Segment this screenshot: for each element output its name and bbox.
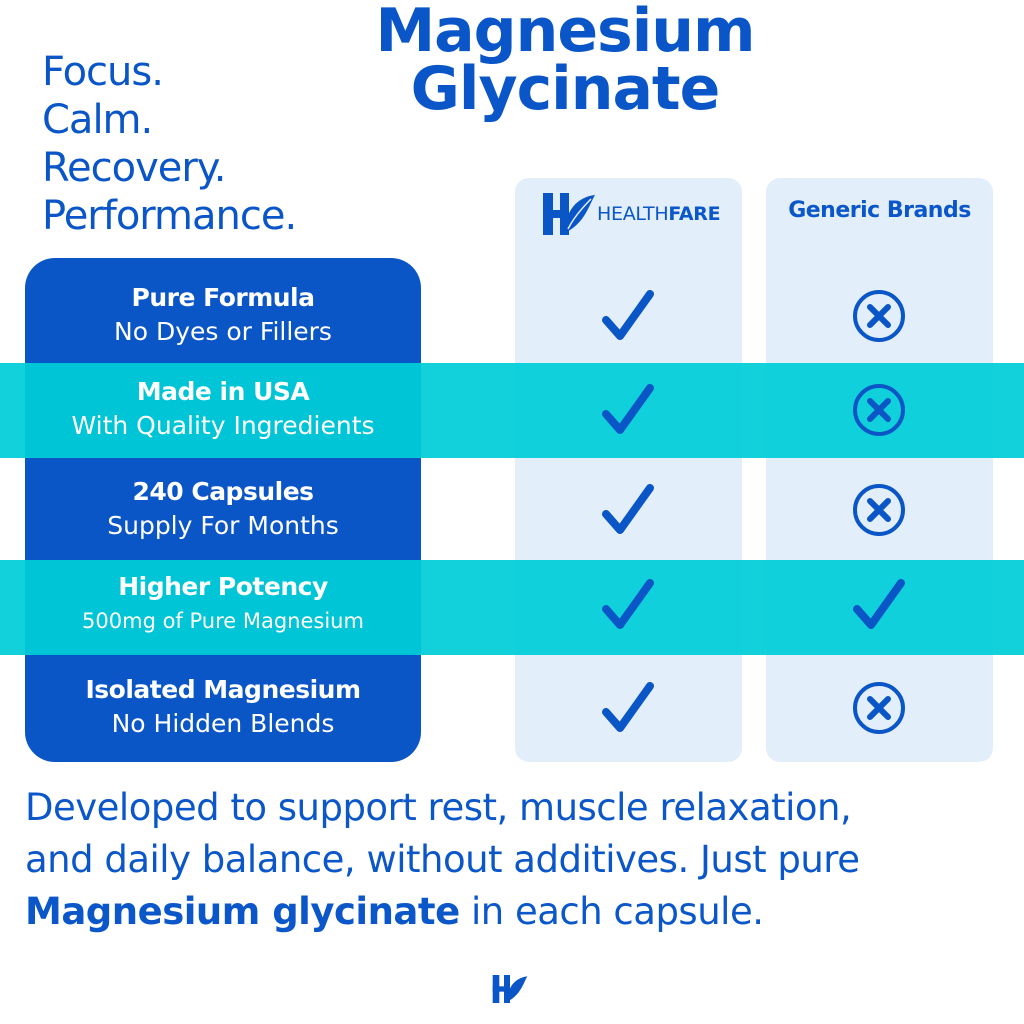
tagline-line: Performance.: [42, 193, 297, 239]
description: Developed to support rest, muscle relaxa…: [25, 782, 1005, 938]
feature-title: Isolated Magnesium: [85, 675, 362, 704]
check-icon: [598, 480, 658, 544]
generic-column: [766, 178, 993, 762]
page-title: Magnesium Glycinate: [330, 0, 800, 124]
tagline-line: Calm.: [42, 97, 153, 143]
feature-title: Made in USA: [136, 377, 310, 406]
healthfare-leaf-icon: [543, 193, 595, 235]
x-circle-icon: [849, 480, 909, 544]
description-line: Magnesium glycinate in each capsule.: [25, 886, 1005, 938]
feature-label: 240 Capsules Supply For Months: [25, 475, 421, 543]
title-line: Magnesium: [375, 0, 755, 66]
feature-subtitle: No Hidden Blends: [111, 709, 335, 738]
feature-label: Pure Formula No Dyes or Fillers: [25, 281, 421, 349]
description-bold: Magnesium glycinate: [25, 890, 460, 933]
features-box: [25, 258, 421, 762]
healthfare-leaf-icon: [492, 975, 528, 1003]
feature-subtitle: Supply For Months: [107, 511, 339, 540]
generic-brands-header: Generic Brands: [788, 198, 971, 223]
healthfare-logo: HEALTHFARE: [543, 193, 721, 235]
description-line: Developed to support rest, muscle relaxa…: [25, 786, 852, 829]
x-circle-icon: [849, 380, 909, 444]
check-icon: [598, 380, 658, 444]
x-circle-icon: [849, 286, 909, 350]
tagline-line: Recovery.: [42, 145, 226, 191]
feature-label: Isolated Magnesium No Hidden Blends: [25, 673, 421, 741]
feature-label: Higher Potency 500mg of Pure Magnesium: [25, 570, 421, 638]
healthfare-column: [515, 178, 742, 762]
x-circle-icon: [849, 678, 909, 742]
healthfare-name: HEALTHFARE: [597, 203, 721, 225]
description-rest: in each capsule.: [459, 890, 764, 933]
feature-label: Made in USA With Quality Ingredients: [25, 375, 421, 443]
feature-subtitle: No Dyes or Fillers: [114, 317, 332, 346]
tagline-line: Focus.: [42, 49, 164, 95]
feature-title: Higher Potency: [118, 572, 328, 601]
title-line: Glycinate: [410, 54, 721, 124]
feature-subtitle: 500mg of Pure Magnesium: [82, 609, 364, 633]
description-line: and daily balance, without additives. Ju…: [25, 838, 860, 881]
feature-title: Pure Formula: [131, 283, 315, 312]
check-icon: [598, 575, 658, 639]
feature-subtitle: With Quality Ingredients: [71, 411, 375, 440]
check-icon: [849, 575, 909, 639]
footer-logo: [492, 975, 528, 1007]
feature-title: 240 Capsules: [132, 477, 314, 506]
tagline: Focus. Calm. Recovery. Performance.: [42, 48, 297, 240]
check-icon: [598, 678, 658, 742]
check-icon: [598, 286, 658, 350]
